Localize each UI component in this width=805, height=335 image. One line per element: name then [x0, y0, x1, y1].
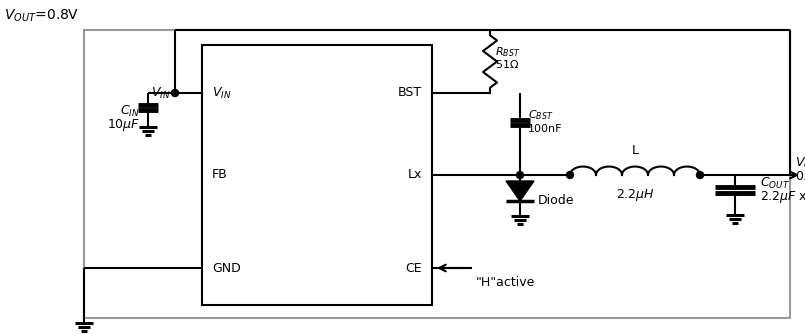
Text: $V_{IN}$: $V_{IN}$	[151, 85, 170, 100]
Text: $10\mu F$: $10\mu F$	[107, 117, 140, 133]
Polygon shape	[506, 181, 534, 201]
Text: $C_{BST}$: $C_{BST}$	[528, 108, 553, 122]
Text: $V_{IN}$: $V_{IN}$	[212, 85, 232, 100]
Text: $51\Omega$: $51\Omega$	[495, 58, 519, 70]
Text: $C_{IN}$: $C_{IN}$	[121, 104, 140, 119]
Circle shape	[171, 89, 179, 96]
Circle shape	[517, 172, 523, 179]
Text: $V_{OUT}$: $V_{OUT}$	[795, 155, 805, 171]
Bar	[84, 30, 790, 318]
Text: 0.8V: 0.8V	[795, 171, 805, 184]
Circle shape	[567, 172, 573, 179]
Circle shape	[696, 172, 704, 179]
Text: BST: BST	[398, 86, 422, 99]
Bar	[202, 45, 432, 305]
Text: $2.2\mu H$: $2.2\mu H$	[616, 187, 654, 203]
Text: $C_{OUT}$: $C_{OUT}$	[760, 176, 790, 191]
Text: $R_{BST}$: $R_{BST}$	[495, 45, 520, 59]
Text: GND: GND	[212, 262, 241, 274]
Text: FB: FB	[212, 169, 228, 182]
Text: "H"active: "H"active	[476, 275, 535, 288]
Text: 100nF: 100nF	[528, 124, 563, 134]
Text: L: L	[631, 143, 638, 156]
Text: $2.2\mu F$ x 2: $2.2\mu F$ x 2	[760, 189, 805, 205]
Text: CE: CE	[406, 262, 422, 274]
Text: Diode: Diode	[538, 194, 575, 206]
Text: $V_{OUT}$=0.8V: $V_{OUT}$=0.8V	[4, 8, 79, 24]
Text: Lx: Lx	[407, 169, 422, 182]
